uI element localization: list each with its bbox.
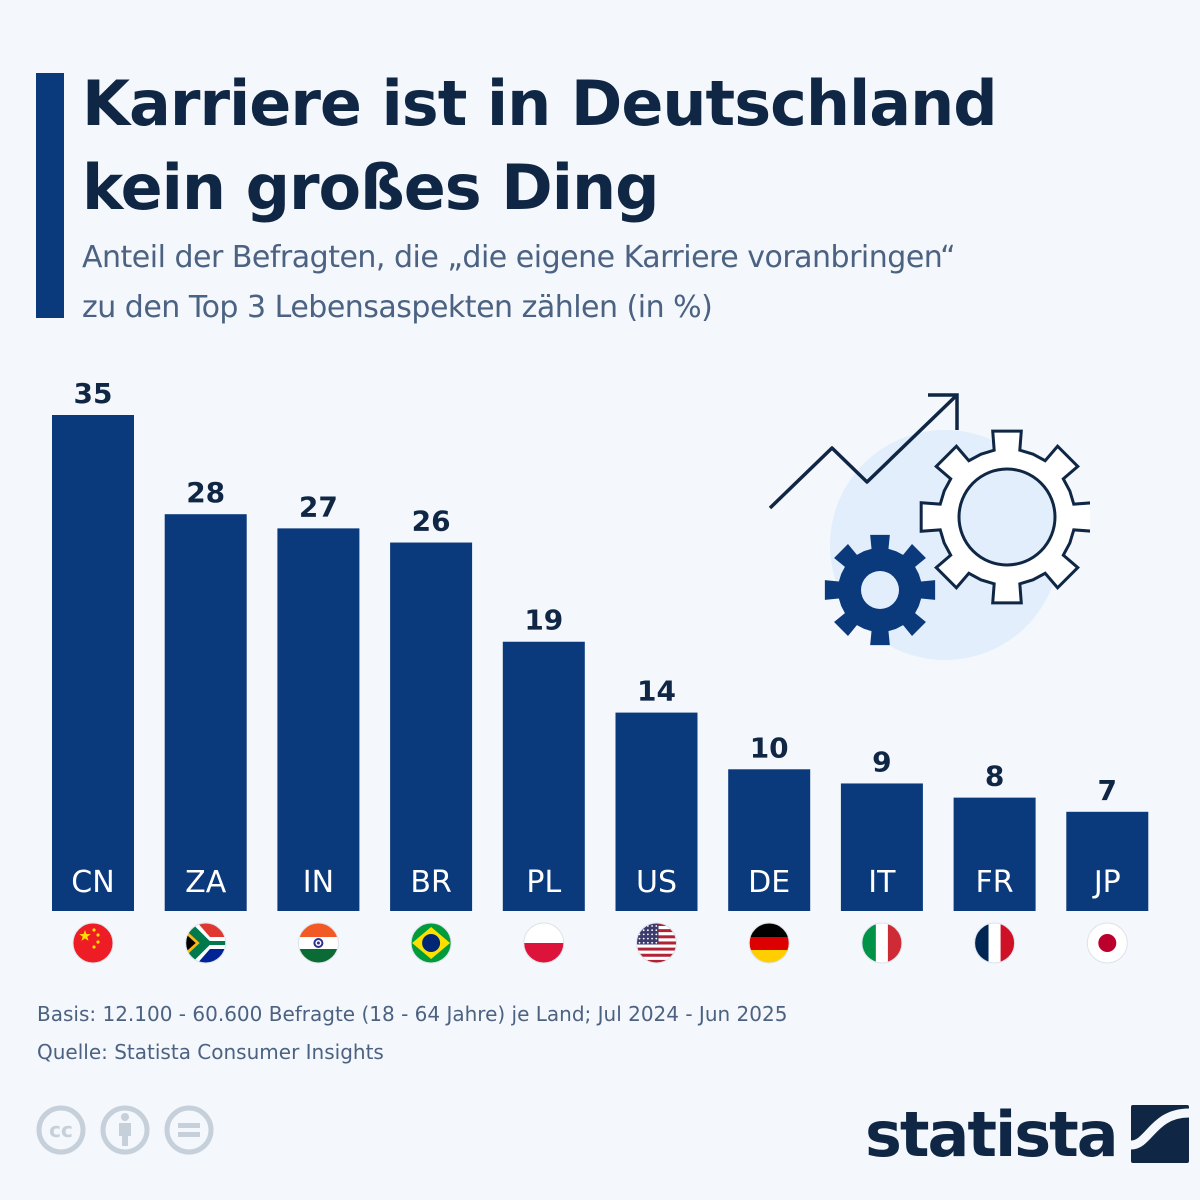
italy-flag-icon [861, 923, 902, 963]
career-gears-illustration [768, 393, 1090, 660]
bar-group-fr: 8 FR [953, 760, 1036, 964]
chart-subtitle: Anteil der Befragten, die „die eigene Ka… [82, 233, 1182, 333]
statista-wordmark: statista [865, 1098, 1119, 1171]
bar[interactable] [953, 797, 1036, 911]
category-label: FR [976, 865, 1014, 900]
statista-logo[interactable]: statista [865, 1100, 1191, 1170]
category-label: IN [303, 865, 334, 900]
flag-border [974, 922, 1016, 964]
bar-group-br: 26 BR [390, 505, 473, 964]
bar[interactable] [502, 641, 585, 911]
bar[interactable] [840, 783, 923, 911]
statista-logo-icon [1130, 1105, 1189, 1163]
bar-group-za: 28 ZA [164, 476, 247, 964]
value-label: 7 [1098, 774, 1117, 807]
bar[interactable] [390, 542, 473, 911]
poland-flag-icon [523, 923, 564, 963]
flag-border [748, 922, 790, 964]
value-label: 9 [872, 745, 891, 778]
bar[interactable] [277, 528, 360, 911]
subtitle-line-2: zu den Top 3 Lebensaspekten zählen (in %… [82, 290, 713, 325]
small-gear-icon [824, 534, 936, 646]
bar-group-pl: 19 PL [502, 604, 585, 964]
category-label: ZA [185, 865, 227, 900]
india-flag-icon [298, 923, 339, 963]
large-gear-icon [919, 429, 1090, 605]
bar[interactable] [1066, 811, 1149, 911]
bar-group-it: 9 IT [840, 745, 923, 964]
title-line-1: Karriere ist in Deutschland [82, 67, 998, 140]
value-label: 28 [186, 476, 225, 509]
flag-border [297, 922, 339, 964]
category-label: IT [868, 865, 896, 900]
category-label: BR [410, 865, 451, 900]
france-flag-icon [974, 923, 1015, 963]
cc-icon[interactable]: cc [36, 1105, 86, 1155]
title-accent-bar [36, 73, 64, 318]
category-label: JP [1092, 865, 1121, 900]
bar[interactable] [52, 415, 134, 911]
title-line-2: kein großes Ding [82, 151, 660, 224]
basis-note: Basis: 12.100 - 60.600 Befragte (18 - 64… [37, 1002, 788, 1026]
category-label: PL [526, 865, 561, 900]
value-label: 14 [637, 675, 676, 708]
bar-group-de: 10 DE [728, 731, 811, 964]
japan-flag-icon [1087, 923, 1128, 963]
license-icons: cc [36, 1105, 214, 1155]
attribution-icon[interactable] [100, 1105, 150, 1155]
flag-border [410, 922, 452, 964]
bar-group-cn: 35 CN [52, 377, 134, 964]
bar[interactable] [728, 769, 811, 911]
category-label: CN [71, 865, 114, 900]
bar-chart: 35 CN 28 ZA 27 IN 26 BR 19 PL 14 US 10 DE 9 IT 8 FR 7 JP [52, 377, 1149, 964]
flag-border [636, 922, 677, 964]
china-flag-icon [73, 923, 113, 963]
flag-border [185, 922, 227, 964]
flag-border [1086, 922, 1128, 964]
category-label: US [636, 865, 677, 900]
value-label: 19 [524, 604, 563, 637]
subtitle-line-1: Anteil der Befragten, die „die eigene Ka… [82, 240, 956, 275]
svg-text:cc: cc [49, 1118, 73, 1142]
bar[interactable] [615, 712, 698, 911]
source-note: Quelle: Statista Consumer Insights [37, 1040, 384, 1064]
flag-border [523, 922, 565, 964]
bar-group-jp: 7 JP [1066, 774, 1149, 964]
category-label: DE [748, 865, 790, 900]
trend-arrowhead-icon [928, 393, 959, 430]
brazil-flag-icon [411, 923, 452, 963]
south-africa-flag-icon [185, 923, 226, 963]
value-label: 27 [299, 490, 338, 523]
flag-border [72, 922, 114, 964]
trend-arrow-icon [768, 393, 959, 510]
bar[interactable] [164, 514, 247, 911]
bar-group-in: 27 IN [277, 490, 360, 964]
chart-title: Karriere ist in Deutschland kein großes … [82, 62, 1162, 230]
value-label: 35 [74, 377, 113, 410]
germany-flag-icon [749, 923, 790, 963]
flag-border [861, 922, 903, 964]
value-label: 8 [985, 760, 1004, 793]
no-derivatives-icon[interactable] [164, 1105, 214, 1155]
value-label: 26 [412, 505, 451, 538]
value-label: 10 [750, 731, 789, 764]
bar-group-us: 14 US [615, 675, 698, 964]
